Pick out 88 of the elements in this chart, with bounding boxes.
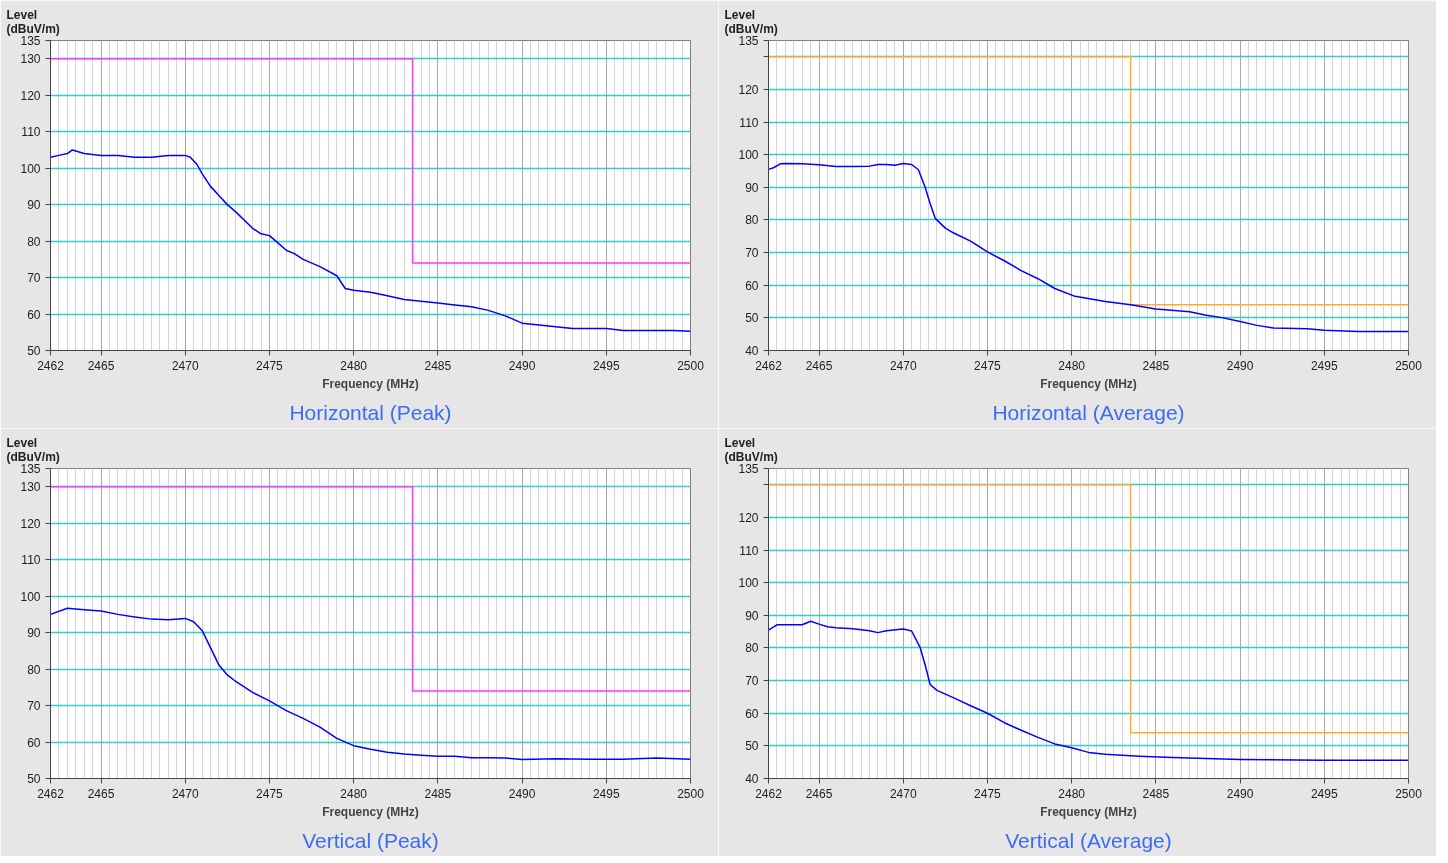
x-tick-label: 2465: [805, 786, 833, 801]
x-tick-label: 2462: [755, 358, 783, 373]
x-axis-title: Frequency (MHz): [1040, 376, 1137, 391]
y-tick-label: 40: [745, 772, 759, 786]
y-tick-label: 135: [738, 34, 759, 48]
y-tick-label: 80: [27, 662, 41, 677]
y-tick-label: 80: [27, 234, 41, 249]
y-tick-label: 120: [20, 88, 41, 103]
x-tick-label: 2495: [592, 786, 620, 801]
x-tick-label: 2480: [1058, 786, 1086, 801]
x-tick-label: 2470: [171, 786, 199, 801]
y-tick-label: 100: [20, 589, 41, 604]
x-tick-label: 2490: [508, 358, 536, 373]
y-tick-label: 60: [745, 278, 759, 293]
y-tick-label: 70: [745, 246, 759, 261]
y-axis-title: Level (dBuV/m): [6, 7, 60, 36]
x-tick-label: 2470: [171, 358, 199, 373]
x-tick-label: 2485: [424, 358, 452, 373]
x-tick-label: 2485: [1142, 786, 1170, 801]
x-tick-label: 2485: [424, 786, 452, 801]
x-tick-label: 2480: [1058, 358, 1086, 373]
x-tick-label: 2475: [256, 786, 284, 801]
x-axis-title: Frequency (MHz): [322, 804, 419, 819]
y-tick-label: 70: [27, 699, 41, 714]
y-axis-title: Level (dBuV/m): [724, 435, 778, 464]
y-tick-label: 70: [27, 271, 41, 286]
y-tick-label: 135: [738, 462, 759, 476]
y-tick-label: 80: [745, 213, 759, 228]
y-tick-label: 110: [21, 553, 41, 568]
x-tick-label: 2462: [37, 358, 65, 373]
text: Vertical (Peak): [302, 828, 439, 852]
x-tick-label: 2465: [87, 786, 115, 801]
x-tick-label: 2480: [340, 786, 368, 801]
x-tick-label: 2500: [1395, 358, 1423, 373]
y-tick-label: 110: [21, 125, 41, 140]
y-tick-label: 60: [745, 706, 759, 721]
y-tick-label: 120: [738, 82, 759, 97]
x-tick-label: 2495: [1310, 358, 1338, 373]
y-tick-label: 60: [27, 307, 41, 322]
text: Horizontal (Peak): [289, 400, 452, 424]
y-tick-label: 90: [745, 608, 759, 623]
x-tick-label: 2470: [889, 358, 917, 373]
text: Vertical (Average): [1005, 828, 1172, 852]
y-tick-label: 50: [745, 311, 759, 326]
y-tick-label: 100: [20, 161, 41, 176]
y-tick-label: 110: [739, 543, 759, 558]
x-tick-label: 2475: [974, 786, 1002, 801]
y-tick-label: 130: [20, 52, 41, 67]
y-tick-label: 90: [27, 626, 41, 641]
x-tick-label: 2465: [87, 358, 115, 373]
x-tick-label: 2495: [1310, 786, 1338, 801]
x-tick-label: 2500: [677, 358, 705, 373]
y-axis-title: Level (dBuV/m): [724, 7, 778, 36]
x-tick-label: 2500: [677, 786, 705, 801]
x-tick-label: 2470: [889, 786, 917, 801]
y-tick-label: 135: [20, 34, 41, 48]
y-tick-label: 120: [20, 516, 41, 531]
y-tick-label: 50: [27, 344, 41, 358]
x-tick-label: 2475: [974, 358, 1002, 373]
x-tick-label: 2480: [340, 358, 368, 373]
y-tick-label: 120: [738, 510, 759, 525]
y-tick-label: 100: [738, 148, 759, 163]
x-axis-title: Frequency (MHz): [1040, 804, 1137, 819]
y-tick-label: 70: [745, 674, 759, 689]
y-tick-label: 40: [745, 344, 759, 358]
x-tick-label: 2500: [1395, 786, 1423, 801]
x-tick-label: 2485: [1142, 358, 1170, 373]
y-tick-label: 60: [27, 735, 41, 750]
y-tick-label: 110: [739, 115, 759, 130]
y-tick-label: 80: [745, 641, 759, 656]
x-tick-label: 2495: [592, 358, 620, 373]
x-axis-title: Frequency (MHz): [322, 376, 419, 391]
y-tick-label: 50: [745, 739, 759, 754]
x-tick-label: 2490: [1226, 786, 1254, 801]
x-tick-label: 2490: [508, 786, 536, 801]
y-tick-label: 100: [738, 576, 759, 591]
x-tick-label: 2475: [256, 358, 284, 373]
y-tick-label: 90: [27, 198, 41, 213]
text: Horizontal (Average): [992, 400, 1185, 424]
x-tick-label: 2462: [755, 786, 783, 801]
y-axis-title: Level (dBuV/m): [6, 435, 60, 464]
x-tick-label: 2490: [1226, 358, 1254, 373]
y-tick-label: 130: [20, 480, 41, 495]
x-tick-label: 2462: [37, 786, 65, 801]
x-tick-label: 2465: [805, 358, 833, 373]
y-tick-label: 135: [20, 462, 41, 476]
y-tick-label: 50: [27, 772, 41, 786]
y-tick-label: 90: [745, 180, 759, 195]
